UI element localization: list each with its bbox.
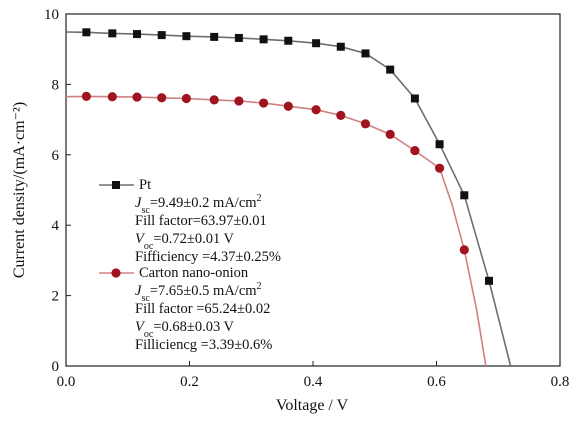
data-point <box>434 163 445 173</box>
data-point <box>459 245 469 255</box>
data-point <box>132 92 142 102</box>
annotation-text: =0.72±0.01 V <box>153 231 234 247</box>
annotation-text: Pt <box>139 177 151 193</box>
data-point <box>210 32 219 41</box>
annotation-text: Filliciencg =3.39±0.6% <box>135 337 272 353</box>
data-point <box>361 49 370 58</box>
annotation-text: sc <box>141 205 150 216</box>
data-point <box>234 33 243 42</box>
data-point <box>386 65 395 74</box>
data-point <box>410 145 420 156</box>
y-tick-label: 4 <box>52 218 60 234</box>
legend-marker-0 <box>112 181 120 189</box>
data-point <box>385 129 395 139</box>
y-axis-label: Current density/(mA·cm⁻²) <box>11 102 28 278</box>
annotation-text: J <box>135 195 142 211</box>
data-point <box>336 110 346 120</box>
y-tick-label: 0 <box>52 359 60 375</box>
annotation-line: Fill factor=63.97±0.01 <box>135 213 267 229</box>
y-tick-label: 10 <box>44 7 59 23</box>
data-point <box>209 95 219 105</box>
data-point <box>181 93 192 104</box>
series-line-1 <box>65 95 487 367</box>
data-point <box>107 92 117 102</box>
y-tick-label: 6 <box>52 148 60 164</box>
annotation-text: sc <box>141 293 150 304</box>
annotation-line: Voc=0.68±0.03 V <box>135 319 235 340</box>
series-line-0 <box>65 31 512 367</box>
annotation-text: oc <box>144 329 154 340</box>
x-tick-label: 0.0 <box>57 374 76 390</box>
data-point <box>108 29 117 38</box>
annotation-text: Fill factor =65.24±0.02 <box>135 301 270 317</box>
x-tick-label: 0.6 <box>427 374 446 390</box>
data-point <box>460 191 469 200</box>
x-tick-label: 0.8 <box>551 374 570 390</box>
data-point <box>157 93 167 103</box>
annotation-text: Fifficiency =4.37±0.25% <box>135 249 281 265</box>
annotation-line: Filliciencg =3.39±0.6% <box>135 337 272 353</box>
annotation-text: 2 <box>257 193 262 204</box>
data-point <box>435 140 444 149</box>
x-axis-label: Voltage / V <box>276 397 349 414</box>
annotation-text: J <box>135 283 142 299</box>
annotation-text: V <box>135 319 146 335</box>
data-point <box>312 39 321 48</box>
legend-label: Carton nano-onion <box>139 265 249 281</box>
data-point <box>234 96 244 106</box>
x-tick-label: 0.2 <box>180 374 199 390</box>
data-point <box>82 28 91 37</box>
annotation-line: Fifficiency =4.37±0.25% <box>135 249 281 265</box>
legend-marker-1 <box>111 268 121 278</box>
data-point <box>259 98 269 108</box>
data-point <box>182 32 191 41</box>
data-point <box>283 101 293 111</box>
annotation-text: V <box>135 231 146 247</box>
annotation-text: =9.49±0.2 mA/cm <box>150 195 257 211</box>
data-point <box>157 31 166 40</box>
axis-ticks: 0.0 0.2 0.4 0.6 0.8 0 2 4 6 8 10 <box>44 7 569 390</box>
data-point <box>259 35 268 44</box>
data-point <box>360 119 371 129</box>
annotation-text: =0.68±0.03 V <box>153 319 234 335</box>
data-point <box>284 36 293 45</box>
x-tick-label: 0.4 <box>304 374 323 390</box>
annotation-text: =7.65±0.5 mA/cm <box>150 283 257 299</box>
data-point <box>133 30 142 39</box>
data-point <box>484 276 493 285</box>
data-point <box>410 94 419 103</box>
series-markers <box>81 28 493 285</box>
annotation-line: Jsc=7.65±0.5 mA/cm2 <box>135 281 262 304</box>
legend-label: Pt <box>139 177 151 193</box>
data-point <box>81 91 91 101</box>
annotation-text: 2 <box>257 281 262 292</box>
annotation-line: Fill factor =65.24±0.02 <box>135 301 270 317</box>
y-tick-label: 2 <box>52 289 60 305</box>
annotation-line: Jsc=9.49±0.2 mA/cm2 <box>135 193 262 216</box>
y-tick-label: 8 <box>52 77 60 93</box>
annotation-text: oc <box>144 241 154 252</box>
data-point <box>311 105 321 115</box>
data-point <box>336 42 345 51</box>
annotation-text: Fill factor=63.97±0.01 <box>135 213 267 229</box>
series-lines <box>65 31 512 367</box>
annotation-text: Carton nano-onion <box>139 265 249 281</box>
annotation-line: Voc=0.72±0.01 V <box>135 231 235 252</box>
